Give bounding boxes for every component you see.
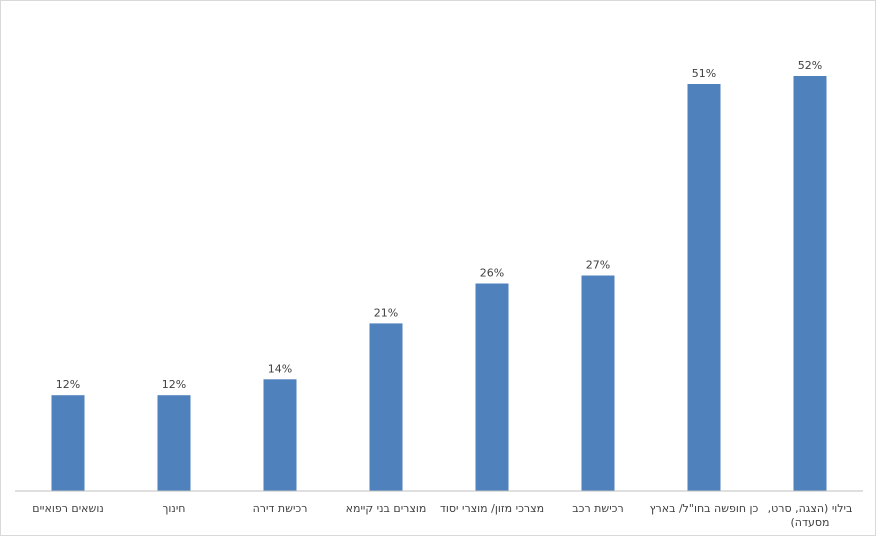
bar-4: [369, 323, 403, 491]
category-label-6: רכישת רכב: [572, 502, 623, 515]
data-label-2: 12%: [162, 378, 186, 391]
bar-1: [51, 395, 85, 491]
data-label-4: 21%: [374, 306, 398, 319]
data-label-7: 51%: [692, 67, 716, 80]
data-label-8: 52%: [798, 59, 822, 72]
bar-5: [475, 283, 509, 491]
data-label-6: 27%: [586, 259, 610, 272]
category-label-5: מצרכי מזון/ מוצרי יסוד: [440, 502, 544, 515]
category-labels-group: נושאים רפואיים חינוך רכישת דירה מוצרים בני …: [32, 502, 852, 529]
bar-7: [687, 84, 721, 491]
bar-3: [263, 379, 297, 491]
bar-2: [157, 395, 191, 491]
data-label-5: 26%: [480, 267, 504, 280]
category-label-4: מוצרים בני קיימא: [346, 502, 427, 515]
category-label-2: חינוך: [163, 502, 186, 515]
bar-8: [793, 76, 827, 491]
category-label-3: רכישת דירה: [253, 502, 308, 515]
bars-group: [51, 76, 827, 491]
category-label-1: נושאים רפואיים: [32, 502, 103, 515]
bar-6: [581, 275, 615, 491]
data-label-3: 14%: [268, 362, 292, 375]
data-label-1: 12%: [56, 378, 80, 391]
data-labels-group: 12% 12% 14% 21% 26% 27% 51% 52%: [56, 59, 822, 391]
category-label-7: כן חופשה בחו"ל/ בארץ: [650, 502, 759, 515]
category-label-8: בילוי (הצגה, סרט, מסעדה): [768, 502, 853, 529]
